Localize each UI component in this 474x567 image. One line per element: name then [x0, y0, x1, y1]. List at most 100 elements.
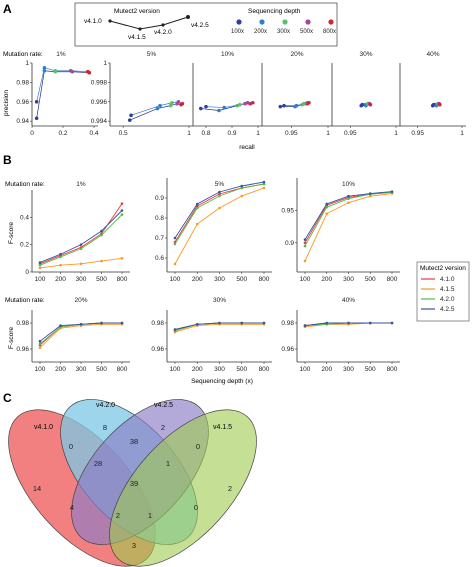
facet-a-10%: 10% 0.8 0.9 1 [192, 51, 262, 137]
x-tick-label: 1 [326, 130, 330, 137]
facet-a-1%: 1% 0 0.2 0.4 0.94 0.96 0.98 1 [16, 51, 99, 137]
depth-point [245, 100, 250, 105]
legend-entry-label: 4.2.5 [440, 306, 455, 313]
venn-region-count: 2 [228, 484, 232, 493]
series-point [173, 262, 177, 266]
series-point [173, 242, 177, 246]
y-tick-label: 0.7 [155, 235, 164, 242]
depth-point [127, 118, 132, 122]
x-tick-label: 0.4 [89, 130, 98, 137]
y-tick-label: 0.96 [151, 346, 164, 353]
legend-version-label: v4.2.0 [154, 29, 172, 36]
legend-version-label: v4.2.5 [191, 22, 209, 29]
venn-region-count: 1 [148, 511, 152, 520]
series-point [347, 194, 350, 198]
venn-region-count: 3 [132, 541, 136, 550]
legend-box [74, 2, 338, 47]
depth-legend-marker [305, 19, 311, 25]
series-point [347, 197, 350, 201]
facet-b-20%: 20% 100 200 300 500 800 0.96 0.98 [16, 297, 130, 373]
legend-version-dot [138, 27, 142, 31]
depth-point [199, 106, 203, 111]
series-point [325, 205, 329, 209]
series-point [218, 206, 221, 210]
facet-rate-label: 40% [426, 51, 439, 58]
venn-region-count: 39 [130, 479, 138, 488]
facet-b-10%: 10% 100 200 300 500 800 0.9 0.95 [281, 178, 400, 283]
series-point [240, 186, 244, 190]
depth-point [278, 104, 283, 109]
series-point [38, 346, 42, 350]
series-point [303, 244, 307, 248]
facet-rate-label: 30% [359, 51, 372, 58]
facet-rate-label: 20% [290, 51, 303, 58]
series-line-4.1.0 [39, 203, 123, 265]
venn-region-count: 1 [166, 459, 170, 468]
x-tick-label: 100 [170, 366, 181, 373]
depth-legend-marker [259, 19, 265, 25]
series-point [368, 321, 372, 325]
panel-b-mutation-rate-prefix-top: Mutation rate: [5, 181, 45, 188]
panel-b-label: B [3, 153, 12, 167]
x-tick-label: 200 [192, 366, 203, 373]
y-tick-label: 0.9 [285, 240, 294, 247]
series-point [347, 321, 350, 325]
y-tick-label: 0.98 [151, 320, 164, 327]
series-point [38, 261, 42, 264]
series-point [195, 323, 199, 326]
series-point [173, 236, 177, 240]
depth-point [53, 68, 58, 73]
y-tick-label: 0.998 [91, 79, 108, 86]
facet-a-40%: 40% 0.95 1 [399, 51, 466, 137]
legend-entry-label: 4.1.5 [440, 286, 455, 293]
depth-legend-marker [236, 19, 242, 25]
series-point [240, 184, 244, 188]
y-tick-label: 0.2 [20, 242, 29, 249]
venn-region-count: 0 [69, 442, 73, 451]
depth-legend-label: 100x [231, 29, 244, 35]
depth-point [34, 99, 39, 104]
series-point [59, 324, 62, 327]
depth-point [282, 103, 286, 108]
series-point [325, 202, 329, 206]
depth-legend-label: 800x [323, 29, 336, 35]
facet-b-40%: 40% 100 200 300 500 800 0.96 0.98 [281, 297, 400, 373]
depth-point [158, 103, 162, 108]
depth-point [238, 102, 242, 107]
facet-a-5%: 5% 0.5 1 0.994 0.996 0.998 1 [91, 51, 193, 137]
series-point [195, 202, 199, 206]
y-tick-label: 1 [25, 60, 29, 67]
panel-a-plots: 1% 0 0.2 0.4 0.94 0.96 0.98 1 5% 0.5 1 0.994 0.996 0.… [16, 51, 466, 137]
series-point [390, 321, 394, 325]
series-point [325, 321, 329, 325]
legend-box [416, 261, 470, 322]
x-tick-label: 800 [117, 366, 128, 373]
y-tick-label: 0.8 [155, 215, 164, 222]
depth-point [68, 68, 73, 73]
depth-point [368, 102, 373, 107]
series-point [59, 252, 62, 256]
depth-point [307, 100, 311, 105]
facet-rate-label: 1% [56, 51, 66, 58]
version-path [129, 103, 182, 121]
series-line-4.2.0 [304, 191, 393, 247]
x-tick-label: 500 [365, 276, 376, 283]
series-point [303, 238, 307, 241]
x-tick-label: 0.9 [227, 130, 236, 137]
x-tick-label: 100 [300, 276, 311, 283]
series-point [38, 266, 42, 270]
panel-b-mutation-rate-prefix-bottom: Mutation rate: [5, 297, 45, 304]
version-path [36, 70, 90, 119]
y-tick-label: 0.94 [16, 118, 29, 125]
y-tick-label: 0.96 [16, 346, 29, 353]
depth-legend-label: 200x [254, 29, 267, 35]
panel-b-ylabel-bottom: F-score [8, 327, 15, 349]
legend-version-dot [161, 23, 165, 27]
venn-region-count: 14 [33, 484, 41, 493]
x-tick-label: 100 [35, 366, 46, 373]
venn-set-label: v4.1.5 [213, 424, 232, 431]
depth-point [168, 103, 173, 108]
x-tick-label: 500 [96, 276, 107, 283]
depth-legend-label: 300x [277, 29, 290, 35]
